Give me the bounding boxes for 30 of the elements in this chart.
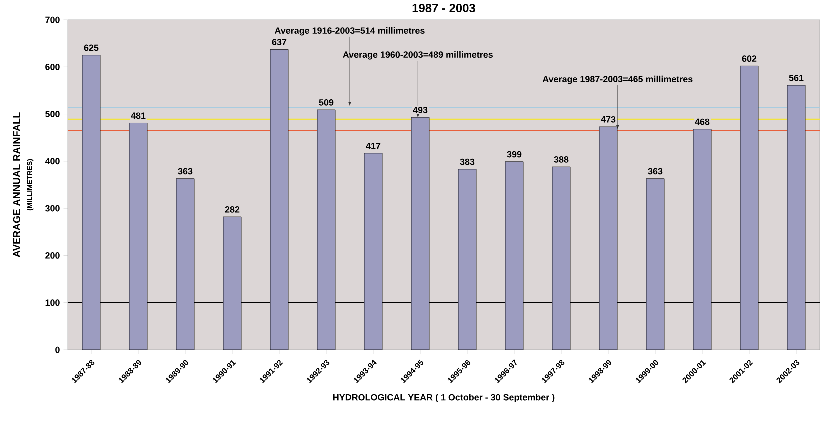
y-tick-label: 200 (46, 252, 60, 259)
y-tick-label: 100 (46, 300, 60, 306)
y-tick-label: 700 (46, 16, 60, 24)
data-label: 399 (507, 151, 522, 158)
data-label: 282 (225, 206, 240, 213)
x-axis-title: HYDROLOGICAL YEAR ( 1 October - 30 September ) (333, 394, 555, 402)
data-label: 481 (131, 112, 146, 120)
y-tick-label: 0 (56, 346, 60, 354)
data-label: 625 (84, 44, 99, 52)
data-label: 637 (272, 39, 287, 46)
data-label: 417 (366, 143, 381, 150)
y-tick-label: 600 (46, 64, 60, 70)
data-label: 363 (178, 168, 193, 175)
y-tick-label: 500 (46, 111, 60, 118)
data-label: 473 (601, 116, 616, 123)
ref-line-label: Average 1987-2003=465 millimetres (542, 76, 693, 84)
data-label: 383 (460, 158, 475, 166)
data-label: 388 (554, 156, 569, 163)
ref-line-label: Average 1960-2003=489 millimetres (343, 51, 493, 60)
data-label: 602 (742, 56, 757, 62)
data-label: 363 (648, 168, 663, 175)
y-axis-title: AVERAGE ANNUAL RAINFALL (13, 112, 20, 258)
data-label: 561 (789, 74, 804, 82)
data-label: 493 (413, 107, 428, 114)
data-label: 468 (695, 118, 710, 126)
y-tick-label: 300 (45, 205, 60, 212)
ref-line-label: Average 1916-2003=514 millimetres (274, 27, 425, 36)
data-label: 509 (319, 99, 334, 106)
chart-title: 1987 - 2003 (412, 4, 476, 13)
y-tick-label: 400 (45, 158, 60, 165)
